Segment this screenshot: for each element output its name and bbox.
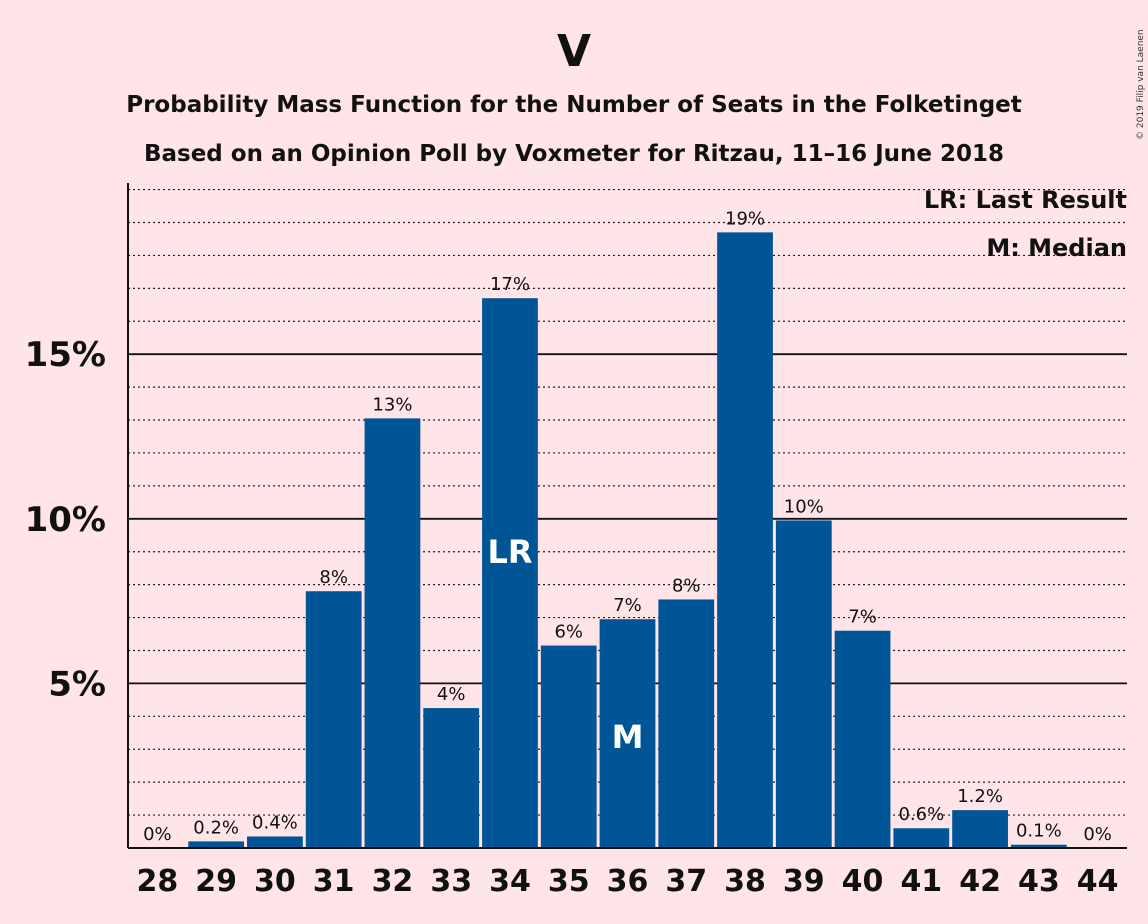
x-tick-label: 30 [254, 864, 296, 899]
chart-title: V [557, 26, 591, 77]
marker-lr: LR [487, 533, 532, 571]
data-label-seats-36: 7% [613, 595, 642, 616]
x-tick-label: 40 [842, 864, 884, 899]
y-tick-label: 5% [48, 664, 106, 704]
data-label-seats-39: 10% [784, 496, 824, 517]
legend-median: M: Median [986, 234, 1127, 262]
data-label-seats-28: 0% [143, 824, 172, 845]
x-tick-label: 32 [372, 864, 414, 899]
data-label-seats-40: 7% [848, 607, 877, 628]
bar-seats-31 [305, 591, 362, 848]
y-tick-label: 15% [25, 335, 106, 375]
bar-seats-43 [1010, 844, 1067, 848]
x-tick-label: 44 [1077, 864, 1119, 899]
bar-seats-35 [540, 645, 597, 848]
x-tick-label: 38 [724, 864, 766, 899]
bar-seats-32 [364, 418, 421, 848]
data-label-seats-29: 0.2% [193, 817, 239, 838]
data-label-seats-34: 17% [490, 274, 530, 295]
bar-seats-38 [717, 232, 773, 848]
chart-subtitle-2: Based on an Opinion Poll by Voxmeter for… [144, 141, 1004, 167]
x-tick-label: 35 [548, 864, 590, 899]
chart-subtitle-1: Probability Mass Function for the Number… [126, 92, 1022, 118]
y-tick-labels: 5% 10% 15% [25, 335, 106, 704]
x-tick-label: 43 [1018, 864, 1060, 899]
x-tick-label: 28 [137, 864, 179, 899]
x-tick-label: 31 [313, 864, 355, 899]
x-tick-label: 34 [489, 864, 531, 899]
bar-seats-37 [658, 599, 715, 848]
data-label-seats-30: 0.4% [252, 812, 298, 833]
data-label-seats-37: 8% [672, 575, 701, 596]
data-label-seats-44: 0% [1083, 824, 1112, 845]
bars [188, 232, 1067, 848]
data-label-seats-41: 0.6% [898, 804, 944, 825]
bar-seats-33 [423, 708, 480, 848]
bar-seats-40 [834, 630, 891, 848]
data-label-seats-31: 8% [319, 567, 348, 588]
x-tick-label: 36 [607, 864, 649, 899]
legend-last-result: LR: Last Result [924, 186, 1127, 214]
bar-seats-42 [952, 810, 1008, 848]
data-label-seats-38: 19% [725, 208, 765, 229]
data-label-seats-32: 13% [372, 394, 412, 415]
marker-m: M [612, 718, 644, 756]
copyright-note: © 2019 Filip van Laenen [1136, 29, 1146, 140]
data-label-seats-33: 4% [437, 684, 466, 705]
x-tick-label: 42 [959, 864, 1001, 899]
bar-seats-29 [188, 841, 245, 848]
x-tick-label: 33 [430, 864, 472, 899]
x-tick-label: 29 [195, 864, 237, 899]
x-tick-label: 41 [900, 864, 942, 899]
bar-seats-39 [775, 520, 832, 848]
data-label-seats-42: 1.2% [957, 786, 1003, 807]
y-tick-label: 10% [25, 500, 106, 540]
bar-seats-34 [482, 298, 538, 848]
x-tick-label: 37 [665, 864, 707, 899]
x-tick-label: 39 [783, 864, 825, 899]
bar-seats-36 [599, 619, 656, 848]
bar-seats-30 [247, 836, 303, 848]
bar-seats-41 [893, 828, 950, 848]
data-label-seats-43: 0.1% [1016, 821, 1062, 842]
data-label-seats-35: 6% [554, 622, 583, 643]
gridlines [128, 188, 1127, 816]
data-labels: 0% 0.2% 0.4% 8% 13% 4% 17% 6% 7% 8% 19% 10% 7% 0.6% 1.… [143, 208, 1112, 845]
x-tick-labels: 28 29 30 31 32 33 34 35 36 37 38 39 40 41 42 43 44 [137, 864, 1119, 899]
bar-markers: LR M [487, 533, 643, 756]
axes [127, 183, 1127, 849]
